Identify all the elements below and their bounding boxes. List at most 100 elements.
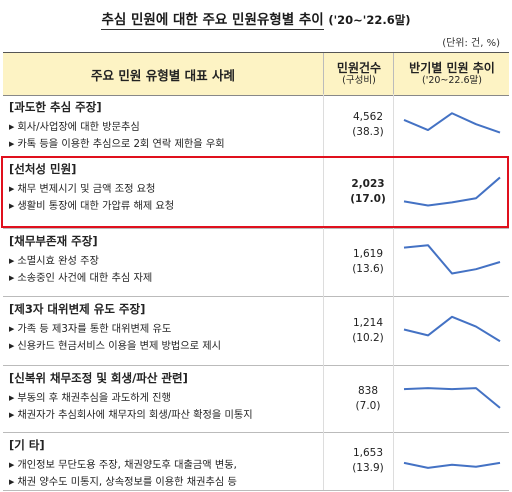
bullet-item: ▶ 소송중인 사건에 대한 추심 자제	[9, 270, 321, 287]
page-title: 추심 민원에 대한 주요 민원유형별 추이 ('20~'22.6말)	[0, 8, 512, 30]
trend-line	[403, 112, 501, 134]
row-count-cell: 1,619 (13.6)	[323, 228, 393, 296]
table-row: [과도한 추심 주장] ▶ 회사/사업장에 대한 방문추심 ▶ 카톡 등을 이용한 추심…	[3, 94, 509, 157]
bullet-item: ▶ 신용카드 현금서비스 이용을 변제 방법으로 제시	[9, 338, 321, 355]
row-category: [선처성 민원]	[9, 162, 77, 176]
bullet-text: 개인정보 무단도용 주장, 채권양도후 대출금액 변동,	[17, 460, 237, 471]
complaint-count: 1,214	[352, 316, 384, 329]
share-percent: (10.2)	[352, 331, 384, 344]
bullet-text: 카톡 등을 이용한 추심으로 2회 연락 제한을 우회	[17, 139, 225, 150]
bullet-text: 소멸시효 완성 주장	[17, 256, 99, 267]
bullet-text: 가족 등 제3자를 통한 대위변제 유도	[17, 324, 172, 335]
bullet-text: 채무 변제시기 및 금액 조정 요청	[17, 184, 156, 195]
table-row: [선처성 민원] ▶ 채무 변제시기 및 금액 조정 요청 ▶ 생활비 통장에 대한 가…	[3, 156, 509, 229]
row-bullets: ▶ 가족 등 제3자를 통한 대위변제 유도 ▶ 신용카드 현금서비스 이용을 변제 …	[9, 321, 321, 355]
bullet-marker-icon: ▶	[9, 478, 15, 486]
bullet-item: ▶ 소멸시효 완성 주장	[9, 253, 321, 270]
bullet-marker-icon: ▶	[9, 123, 15, 131]
header-trend-label: 반기별 민원 추이	[409, 61, 495, 75]
trend-sparkline	[403, 461, 501, 469]
bullet-item: ▶ 부동의 후 채권추심을 과도하게 진행	[9, 390, 321, 407]
table-header: 주요 민원 유형별 대표 사례 민원건수 (구성비) 반기별 민원 추이 ('2…	[3, 52, 509, 96]
row-category: [제3자 대위변제 유도 주장]	[9, 302, 146, 316]
bullet-marker-icon: ▶	[9, 257, 15, 265]
trend-cell	[393, 94, 510, 156]
header-count: 민원건수 (구성비)	[323, 53, 394, 95]
share-percent: (13.9)	[352, 462, 384, 474]
bullet-marker-icon: ▶	[9, 274, 15, 282]
bullet-marker-icon: ▶	[9, 185, 15, 193]
table-row: [신복위 채무조정 및 회생/파산 관련] ▶ 부동의 후 채권추심을 과도하게 진…	[3, 365, 509, 433]
row-count-cell: 2,023 (17.0)	[323, 156, 393, 228]
row-category: [채무부존재 주장]	[9, 234, 98, 248]
row-count-cell: 1,214 (10.2)	[323, 296, 393, 365]
bullet-item: ▶ 채권 양수도 미통지, 상속정보를 이용한 채권추심 등	[9, 474, 321, 491]
trend-cell	[393, 156, 510, 228]
bullet-item: ▶ 회사/사업장에 대한 방문추심	[9, 119, 321, 136]
share-percent: (38.3)	[352, 126, 384, 138]
bullet-item: ▶ 채권자가 추심회사에 채무자의 회생/파산 확정을 미통지	[9, 407, 321, 424]
bullet-text: 부동의 후 채권추심을 과도하게 진행	[17, 393, 171, 404]
bullet-item: ▶ 개인정보 무단도용 주장, 채권양도후 대출금액 변동,	[9, 457, 321, 474]
trend-sparkline	[403, 112, 501, 134]
trend-cell	[393, 365, 510, 432]
complaint-table: 주요 민원 유형별 대표 사례 민원건수 (구성비) 반기별 민원 추이 ('2…	[3, 52, 509, 491]
row-bullets: ▶ 채무 변제시기 및 금액 조정 요청 ▶ 생활비 통장에 대한 가압류 해제 요청	[9, 181, 321, 215]
row-bullets: ▶ 부동의 후 채권추심을 과도하게 진행 ▶ 채권자가 추심회사에 채무자의 회생/…	[9, 390, 321, 424]
header-type: 주요 민원 유형별 대표 사례	[91, 67, 235, 83]
header-trend-sub: ('20~22.6말)	[422, 75, 482, 86]
row-category: [신복위 채무조정 및 회생/파산 관련]	[9, 371, 188, 385]
bullet-marker-icon: ▶	[9, 325, 15, 333]
complaint-count: 2,023	[351, 178, 385, 190]
trend-cell	[393, 296, 510, 365]
complaint-count: 838	[357, 384, 379, 397]
bullet-marker-icon: ▶	[9, 411, 15, 419]
bullet-text: 회사/사업장에 대한 방문추심	[17, 122, 140, 133]
share-percent: (13.6)	[352, 263, 384, 275]
bullet-text: 채권 양수도 미통지, 상속정보를 이용한 채권추심 등	[17, 477, 237, 488]
header-trend: 반기별 민원 추이 ('20~22.6말)	[393, 53, 510, 95]
trend-cell	[393, 432, 510, 490]
row-category: [과도한 추심 주장]	[9, 100, 102, 114]
complaint-count: 4,562	[352, 111, 384, 123]
trend-sparkline	[403, 244, 501, 275]
row-category: [기 타]	[9, 438, 45, 452]
trend-sparkline	[403, 387, 501, 409]
row-bullets: ▶ 개인정보 무단도용 주장, 채권양도후 대출금액 변동, ▶ 채권 양수도 미통지…	[9, 457, 321, 491]
bullet-marker-icon: ▶	[9, 461, 15, 469]
header-count-label: 민원건수	[336, 61, 382, 75]
trend-line	[403, 244, 501, 275]
complaint-count: 1,653	[352, 447, 384, 459]
unit-label: (단위: 건, %)	[442, 38, 500, 49]
bullet-item: ▶ 카톡 등을 이용한 추심으로 2회 연락 제한을 우회	[9, 136, 321, 153]
bullet-text: 생활비 통장에 대한 가압류 해제 요청	[17, 201, 175, 212]
bullet-text: 소송중인 사건에 대한 추심 자제	[17, 273, 153, 284]
trend-line	[403, 387, 501, 409]
title-period: ('20~'22.6말)	[328, 13, 411, 27]
row-count-cell: 1,653 (13.9)	[323, 432, 393, 490]
bullet-item: ▶ 가족 등 제3자를 통한 대위변제 유도	[9, 321, 321, 338]
row-count-cell: 838 (7.0)	[323, 365, 393, 432]
row-count-cell: 4,562 (38.3)	[323, 94, 393, 156]
table-row: [기 타] ▶ 개인정보 무단도용 주장, 채권양도후 대출금액 변동, ▶ 채권 양수…	[3, 432, 509, 491]
trend-sparkline	[403, 315, 501, 343]
share-percent: (7.0)	[355, 399, 381, 412]
trend-line	[403, 176, 501, 207]
table-row: [채무부존재 주장] ▶ 소멸시효 완성 주장 ▶ 소송중인 사건에 대한 추심 자제 1…	[3, 228, 509, 297]
title-text: 추심 민원에 대한 주요 민원유형별 추이	[101, 12, 324, 30]
bullet-marker-icon: ▶	[9, 342, 15, 350]
bullet-item: ▶ 채무 변제시기 및 금액 조정 요청	[9, 181, 321, 198]
share-percent: (17.0)	[350, 193, 386, 205]
bullet-item: ▶ 생활비 통장에 대한 가압류 해제 요청	[9, 198, 321, 215]
bullet-text: 채권자가 추심회사에 채무자의 회생/파산 확정을 미통지	[17, 410, 253, 421]
bullet-marker-icon: ▶	[9, 140, 15, 148]
bullet-text: 신용카드 현금서비스 이용을 변제 방법으로 제시	[17, 341, 222, 352]
row-bullets: ▶ 소멸시효 완성 주장 ▶ 소송중인 사건에 대한 추심 자제	[9, 253, 321, 287]
trend-cell	[393, 228, 510, 296]
table-row: [제3자 대위변제 유도 주장] ▶ 가족 등 제3자를 통한 대위변제 유도 ▶ 신용…	[3, 296, 509, 366]
bullet-marker-icon: ▶	[9, 202, 15, 210]
complaint-count: 1,619	[352, 248, 384, 260]
trend-sparkline	[403, 176, 501, 207]
header-count-sub: (구성비)	[342, 75, 376, 86]
trend-line	[403, 315, 501, 343]
